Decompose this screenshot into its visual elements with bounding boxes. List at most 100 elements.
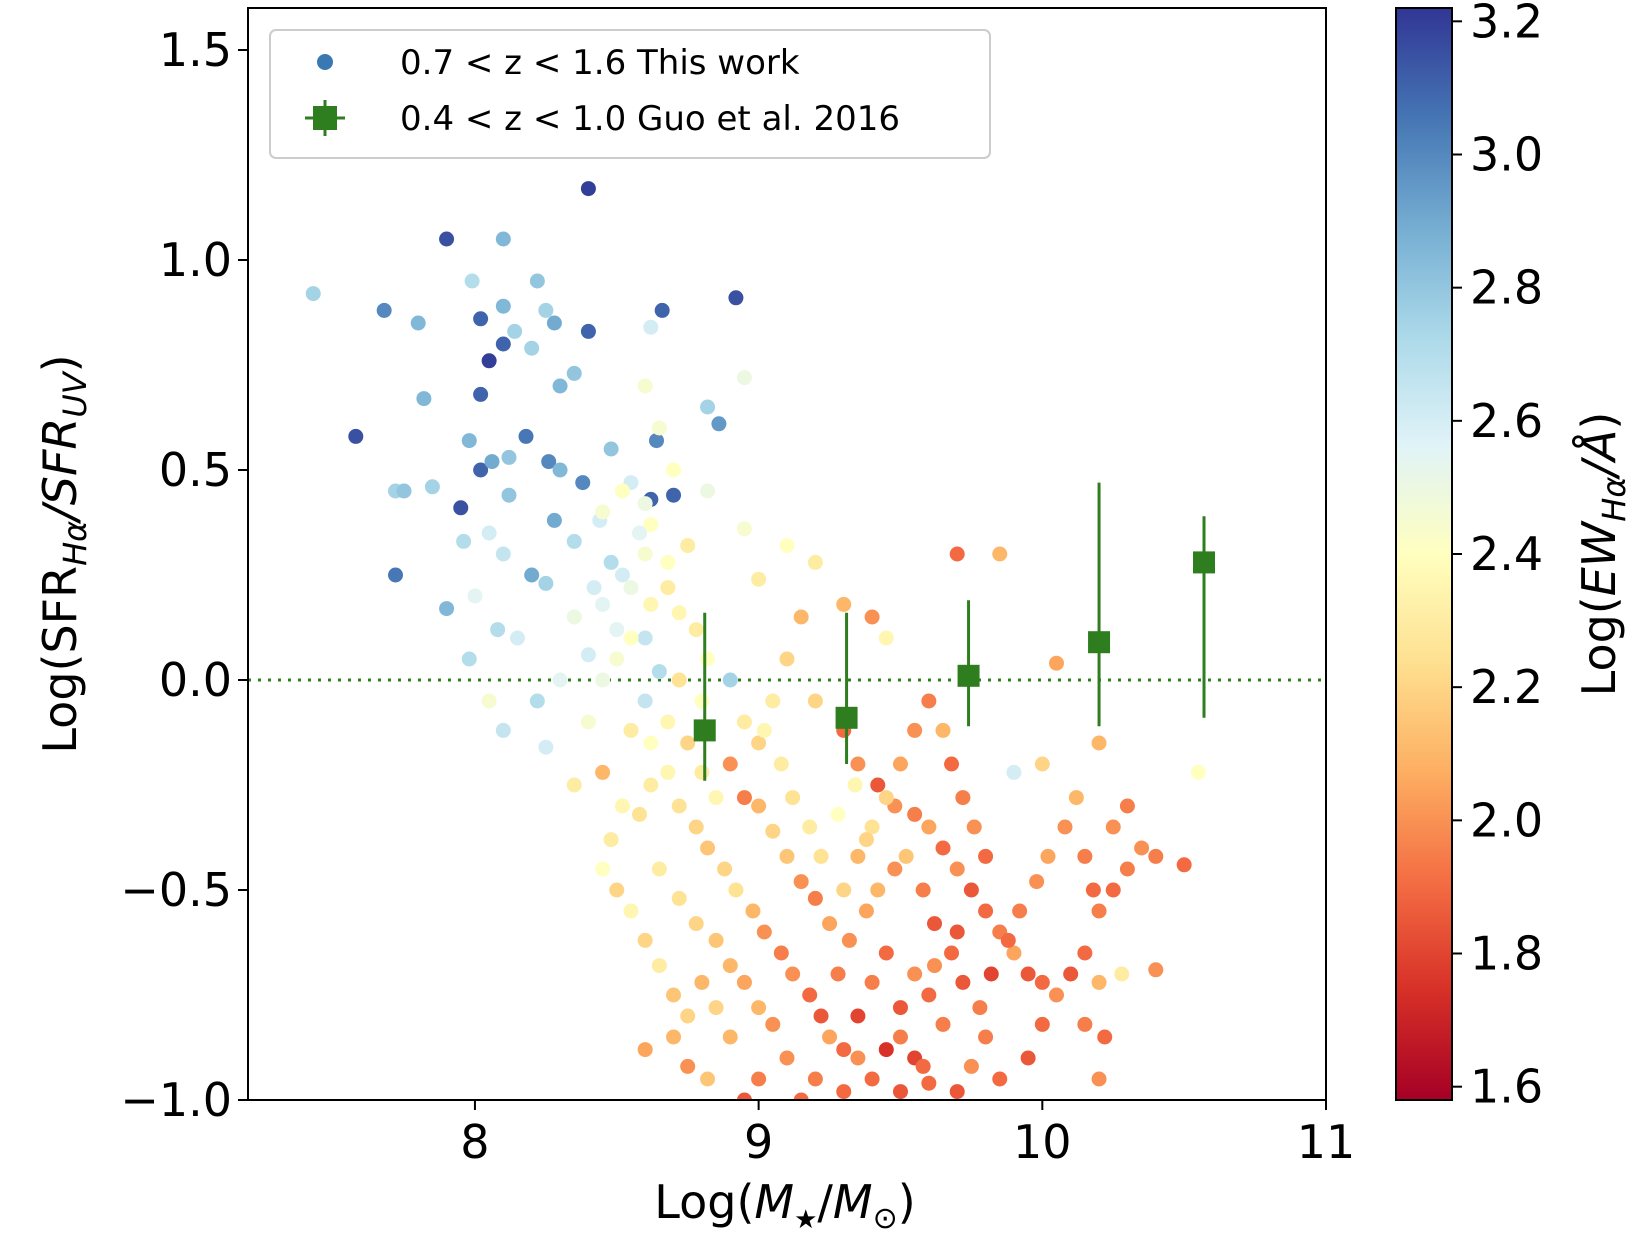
scatter-point-169 [614,798,630,814]
scatter-point-43 [541,454,557,470]
scatter-point-71 [467,588,483,604]
scatter-point-1 [376,302,392,318]
scatter-point-147 [892,1084,908,1100]
scatter-point-273 [915,1058,931,1074]
scatter-point-62 [688,622,704,638]
scatter-point-23 [654,302,670,318]
scatter-point-238 [595,596,611,612]
scatter-point-67 [552,672,568,688]
scatter-point-14 [473,311,489,327]
legend-marker-this-work [317,54,333,70]
y-tick-label-2: 0.0 [159,653,232,707]
scatter-point-11 [495,231,511,247]
scatter-point-80 [671,672,687,688]
scatter-point-254 [688,916,704,932]
x-axis-ticks: 8 9 10 11 [460,1100,1355,1169]
scatter-point-17 [529,273,545,289]
scatter-point-19 [546,315,562,331]
scatter-point-166 [609,882,625,898]
scatter-point-209 [793,874,809,890]
scatter-point-251 [858,832,874,848]
scatter-point-192 [944,945,960,961]
scatter-point-255 [708,932,724,948]
scatter-point-13 [464,273,480,289]
scatter-point-267 [892,1000,908,1016]
scatter-point-88 [751,571,767,587]
scatter-point-256 [722,958,738,974]
legend-box [269,29,991,159]
scatter-point-178 [745,903,761,919]
scatter-point-184 [830,966,846,982]
scatter-point-155 [779,1050,795,1066]
scatter-point-189 [898,848,914,864]
scatter-point-215 [878,790,894,806]
scatter-point-85 [765,693,781,709]
scatter-point-252 [651,861,667,877]
scatter-point-45 [575,475,591,491]
scatter-point-195 [983,966,999,982]
scatter-point-26 [700,399,716,415]
scatter-point-212 [836,882,852,898]
legend-label-this-work: 0.7 < z < 1.6 This work [400,43,800,83]
scatter-point-24 [728,290,744,306]
scatter-point-200 [1057,819,1073,835]
scatter-point-7 [416,391,432,407]
colorbar-tick-label-6: 2.8 [1470,261,1543,315]
scatter-point-194 [972,1000,988,1016]
scatter-point-28 [666,487,682,503]
colorbar-tick-label-4: 2.4 [1470,527,1543,581]
scatter-point-167 [595,861,611,877]
scatter-point-179 [756,924,772,940]
x-axis-label: Log(M★/M⊙) [654,1175,915,1236]
scatter-point-37 [473,386,489,402]
plot-frame [247,7,1327,1101]
scatter-point-206 [751,798,767,814]
scatter-point-2 [410,315,426,331]
scatter-point-128 [992,546,1008,562]
scatter-point-263 [700,1071,716,1087]
scatter-point-121 [1134,840,1150,856]
colorbar-tick-label-3: 2.2 [1470,660,1543,714]
scatter-point-170 [631,806,647,822]
scatter-point-91 [666,462,682,478]
scatter-point-122 [1148,848,1164,864]
scatter-point-186 [858,903,874,919]
scatter-point-134 [1148,962,1164,978]
scatter-point-242 [614,483,630,499]
legend-label-guo: 0.4 < z < 1.0 Guo et al. 2016 [400,99,900,139]
scatter-point-100 [807,693,823,709]
scatter-point-95 [779,538,795,554]
scatter-point-9 [424,479,440,495]
legend-marker-guo [313,106,337,130]
scatter-point-109 [963,882,979,898]
scatter-point-233 [623,630,639,646]
scatter-point-272 [892,1029,908,1045]
scatter-point-240 [631,525,647,541]
y-tick-label-4: 1.0 [159,233,232,287]
scatter-point-149 [864,1071,880,1087]
scatter-point-216 [892,756,908,772]
scatter-point-160 [694,974,710,990]
errorbar-series [693,482,1216,781]
scatter-point-105 [907,806,923,822]
scatter-point-84 [751,735,767,751]
x-tick-label-3: 11 [1297,1115,1356,1169]
scatter-point-225 [643,735,659,751]
scatter-point-180 [773,945,789,961]
scatter-point-119 [1105,882,1121,898]
scatter-point-98 [864,609,880,625]
scatter-point-261 [680,1058,696,1074]
scatter-point-257 [736,974,752,990]
scatter-point-5 [396,483,412,499]
scatter-point-31 [603,441,619,457]
scatter-point-253 [671,890,687,906]
scatter-point-243 [595,504,611,520]
scatter-point-76 [566,777,582,793]
scatter-point-275 [949,924,965,940]
scatter-point-53 [546,512,562,528]
scatter-point-213 [850,848,866,864]
scatter-point-183 [813,1008,829,1024]
scatter-point-42 [518,428,534,444]
scatter-point-158 [722,1029,738,1045]
scatter-point-193 [955,974,971,990]
